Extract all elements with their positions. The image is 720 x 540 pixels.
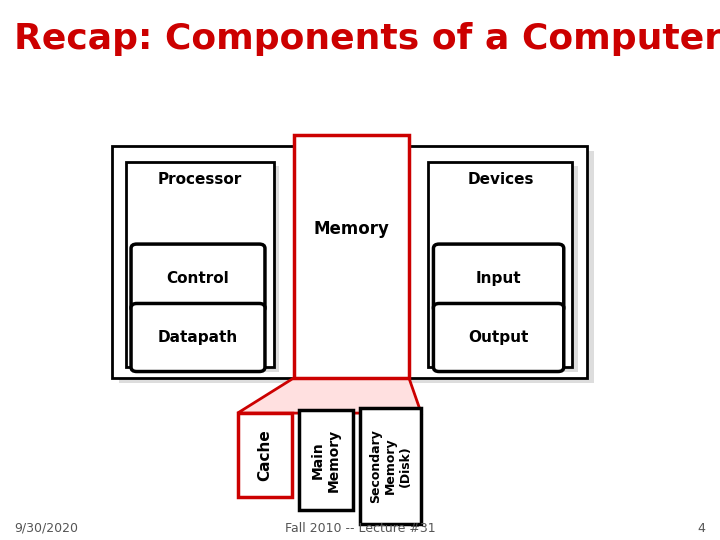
Bar	[142, 252, 264, 312]
Bar	[360, 408, 421, 524]
Text: Fall 2010 -- Lecture #31: Fall 2010 -- Lecture #31	[284, 522, 436, 535]
Text: 4: 4	[698, 522, 706, 535]
Text: Output: Output	[469, 330, 528, 345]
Text: Secondary
Memory
(Disk): Secondary Memory (Disk)	[369, 429, 412, 503]
Bar	[238, 413, 292, 497]
Bar	[119, 151, 594, 383]
Bar	[444, 252, 563, 312]
FancyBboxPatch shape	[131, 303, 265, 372]
Bar	[428, 162, 572, 367]
Text: Input: Input	[476, 271, 521, 286]
Bar	[444, 312, 563, 371]
Text: Datapath: Datapath	[158, 330, 238, 345]
FancyBboxPatch shape	[433, 244, 564, 312]
Text: 9/30/2020: 9/30/2020	[14, 522, 78, 535]
Bar	[294, 135, 409, 378]
Text: Devices: Devices	[467, 172, 534, 187]
Bar	[126, 162, 274, 367]
Text: Control: Control	[166, 271, 230, 286]
Text: Main
Memory: Main Memory	[311, 429, 341, 492]
Bar	[132, 166, 279, 372]
Polygon shape	[238, 378, 421, 413]
Text: Cache: Cache	[257, 429, 272, 481]
FancyBboxPatch shape	[131, 244, 265, 312]
Bar	[299, 410, 353, 510]
Bar	[112, 146, 587, 378]
Text: Recap: Components of a Computer: Recap: Components of a Computer	[14, 22, 720, 56]
FancyBboxPatch shape	[433, 303, 564, 372]
Text: Memory: Memory	[313, 220, 390, 239]
Bar	[142, 312, 264, 371]
Bar	[434, 166, 578, 372]
Text: Processor: Processor	[158, 172, 242, 187]
